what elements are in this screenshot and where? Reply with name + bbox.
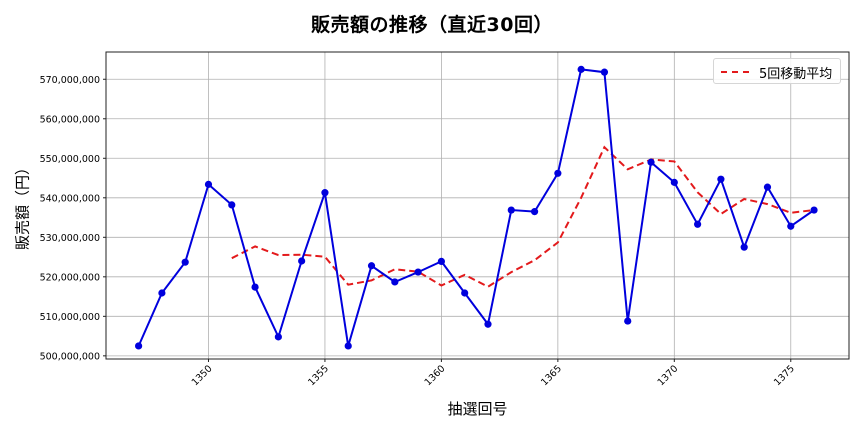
y-axis-ticks: 500,000,000 510,000,000 520,000,000 530,000… [40,75,106,362]
x-tick-label: 1350 [190,363,215,388]
y-tick-label: 500,000,000 [40,351,100,362]
grid-lines [106,52,849,359]
data-point-marker [298,257,306,265]
data-point-marker [274,333,282,341]
data-point-marker [554,169,562,177]
legend-dashed-line-icon [721,71,749,73]
data-point-marker [484,320,492,328]
data-point-marker [670,178,678,186]
data-point-marker [763,183,772,191]
x-tick-label: 1355 [306,363,331,388]
data-point-marker [740,243,748,251]
data-point-marker [251,283,259,291]
data-point-marker [600,68,609,76]
y-tick-label: 520,000,000 [40,272,100,283]
legend: 5回移動平均 [713,58,841,84]
data-point-marker [530,208,539,216]
data-point-marker [461,289,469,297]
data-point-marker [694,220,702,228]
data-point-marker [228,201,236,209]
data-point-marker [367,262,376,270]
data-point-marker [321,189,329,197]
y-tick-label: 550,000,000 [40,154,100,165]
y-axis-label: 販売額（円） [13,159,32,251]
x-axis-label: 抽選回号 [447,400,508,418]
data-point-marker [135,342,143,350]
y-tick-label: 560,000,000 [40,114,100,125]
x-tick-label: 1360 [423,363,448,388]
data-point-marker [577,65,585,73]
x-tick-label: 1365 [539,363,564,388]
moving-average-line [231,145,815,288]
data-point-marker [787,222,795,230]
data-point-marker [717,175,725,183]
x-tick-label: 1370 [656,363,681,388]
plot-frame [105,51,850,360]
chart-title: 販売額の推移（直近30回） [311,14,553,36]
data-point-marker [437,257,445,266]
data-point-marker [181,258,189,266]
sales-markers [135,65,818,350]
data-point-marker [810,206,818,214]
data-point-marker [647,158,655,166]
legend-label: 5回移動平均 [759,67,833,82]
data-point-marker [414,268,422,276]
y-tick-label: 540,000,000 [40,193,100,204]
y-tick-label: 510,000,000 [40,312,100,323]
sales-line [137,68,815,347]
data-point-marker [158,289,166,297]
data-point-marker [624,317,632,325]
y-tick-label: 530,000,000 [40,233,100,244]
data-point-marker [507,206,515,214]
data-point-marker [344,342,352,350]
x-axis-ticks: 1350 1355 1360 1365 1370 1375 [190,359,797,388]
x-tick-label: 1375 [772,363,797,388]
y-tick-label: 570,000,000 [40,75,100,86]
data-point-marker [391,278,399,286]
data-point-marker [204,180,213,188]
